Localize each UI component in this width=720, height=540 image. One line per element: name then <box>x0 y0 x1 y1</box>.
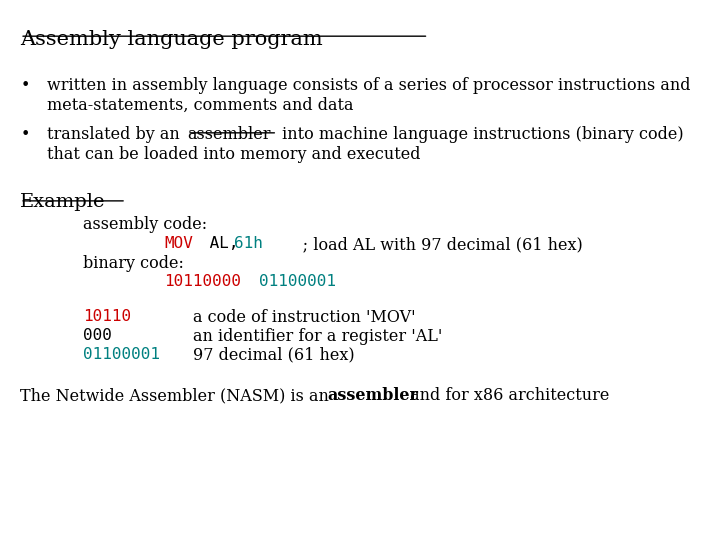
Text: Example: Example <box>20 193 106 211</box>
Text: and for x86 architecture: and for x86 architecture <box>405 387 609 404</box>
Text: 61h: 61h <box>234 236 263 251</box>
Text: meta-statements, comments and data: meta-statements, comments and data <box>47 97 354 114</box>
Text: Assembly language program: Assembly language program <box>20 30 323 49</box>
Text: 01100001: 01100001 <box>83 347 160 362</box>
Text: that can be loaded into memory and executed: that can be loaded into memory and execu… <box>47 146 420 163</box>
Text: The Netwide Assembler (NASM) is an: The Netwide Assembler (NASM) is an <box>20 387 334 404</box>
Text: 97 decimal (61 hex): 97 decimal (61 hex) <box>193 347 354 363</box>
Text: 10110000: 10110000 <box>164 274 241 289</box>
Text: 000: 000 <box>83 328 112 343</box>
Text: 01100001: 01100001 <box>259 274 336 289</box>
Text: AL,: AL, <box>200 236 248 251</box>
Text: ; load AL with 97 decimal (61 hex): ; load AL with 97 decimal (61 hex) <box>277 236 583 253</box>
Text: into machine language instructions (binary code): into machine language instructions (bina… <box>277 126 684 143</box>
Text: a code of instruction 'MOV': a code of instruction 'MOV' <box>193 309 415 326</box>
Text: assembly code:: assembly code: <box>83 216 207 233</box>
Text: 10110: 10110 <box>83 309 131 324</box>
Text: an identifier for a register 'AL': an identifier for a register 'AL' <box>193 328 442 345</box>
Text: •: • <box>20 77 30 93</box>
Text: MOV: MOV <box>164 236 193 251</box>
Text: •: • <box>20 126 30 143</box>
Text: translated by an: translated by an <box>47 126 184 143</box>
Text: assembler: assembler <box>187 126 271 143</box>
Text: written in assembly language consists of a series of processor instructions and: written in assembly language consists of… <box>47 77 690 93</box>
Text: binary code:: binary code: <box>83 255 184 272</box>
Text: assembler: assembler <box>327 387 418 404</box>
